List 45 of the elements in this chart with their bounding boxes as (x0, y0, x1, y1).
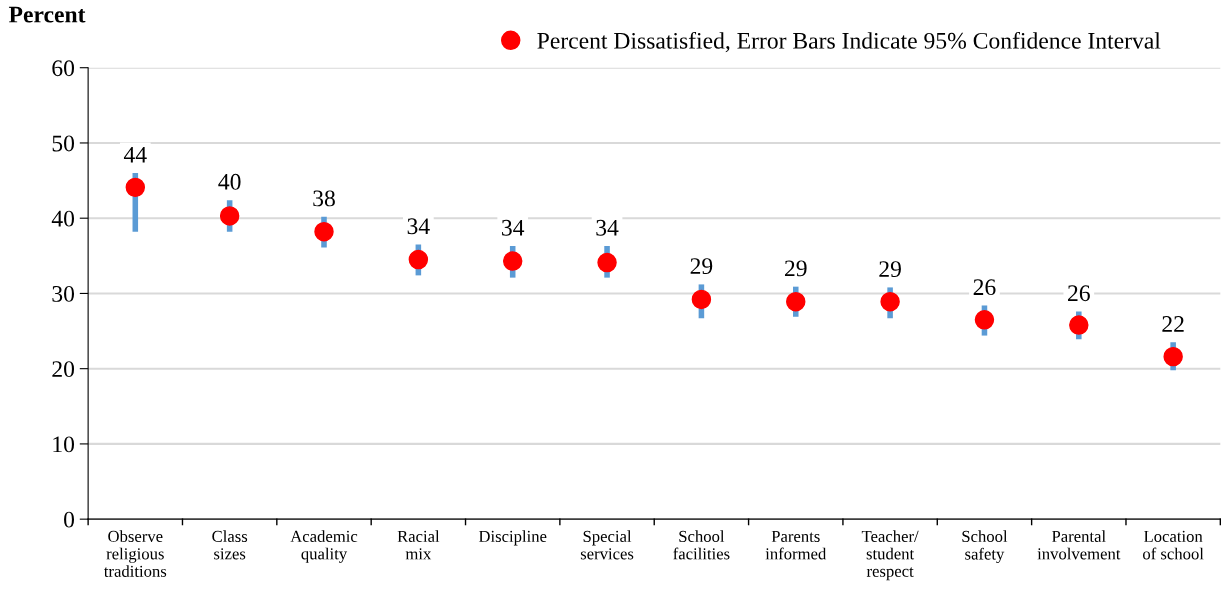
point (974, 310, 995, 330)
x-tick-label: Academic quality (290, 530, 358, 563)
x-tick-label: Parents informed (765, 530, 827, 560)
y-tick-label: 50 (52, 135, 75, 152)
y-axis-title: Percent (8, 6, 86, 23)
point (219, 206, 240, 226)
data-label: 40 (218, 173, 241, 190)
y-tick-label: 60 (52, 60, 75, 77)
point (314, 222, 334, 242)
x-tick-label: Racial mix (397, 530, 440, 560)
data-label: 29 (879, 261, 901, 278)
x-tick-label: Teacher/ student respect (861, 530, 919, 581)
y-tick-label: 10 (53, 436, 75, 453)
data-label: 22 (1162, 316, 1184, 332)
data-label: 34 (407, 218, 430, 235)
y-tick-label: 0 (64, 511, 75, 528)
y-tick-label: 40 (51, 210, 75, 227)
x-tick-label: School facilities (673, 530, 730, 560)
point (408, 249, 429, 270)
x-tick-label: Parental involvement (1037, 530, 1121, 560)
point (880, 291, 900, 312)
point (1163, 346, 1183, 367)
data-label: 34 (596, 219, 619, 236)
y-tick-label: 30 (52, 285, 75, 302)
point (125, 177, 146, 198)
x-tick-label: School safety (962, 530, 1008, 564)
x-tick-label: Class sizes (212, 530, 248, 560)
point (597, 252, 617, 273)
data-label: 44 (123, 146, 147, 163)
data-label: 29 (784, 260, 807, 277)
data-label: 29 (690, 258, 713, 275)
legend-label: Percent Dissatisfied, Error Bars Indicate 95% Confidence Interval (537, 31, 1161, 53)
x-tick-label: Location of school (1143, 530, 1204, 560)
data-label: 26 (973, 279, 996, 296)
data-label: 38 (313, 190, 335, 207)
y-tick-label: 20 (52, 361, 75, 378)
point (1069, 315, 1089, 335)
x-tick-label: Discipline (478, 530, 547, 546)
data-label: 26 (1068, 285, 1090, 302)
x-tick-label: Special services (580, 530, 634, 560)
data-label: 34 (502, 219, 525, 236)
point (691, 289, 712, 310)
x-tick-label: Observe religious traditions (103, 530, 167, 577)
point (502, 251, 523, 271)
point (786, 291, 806, 312)
